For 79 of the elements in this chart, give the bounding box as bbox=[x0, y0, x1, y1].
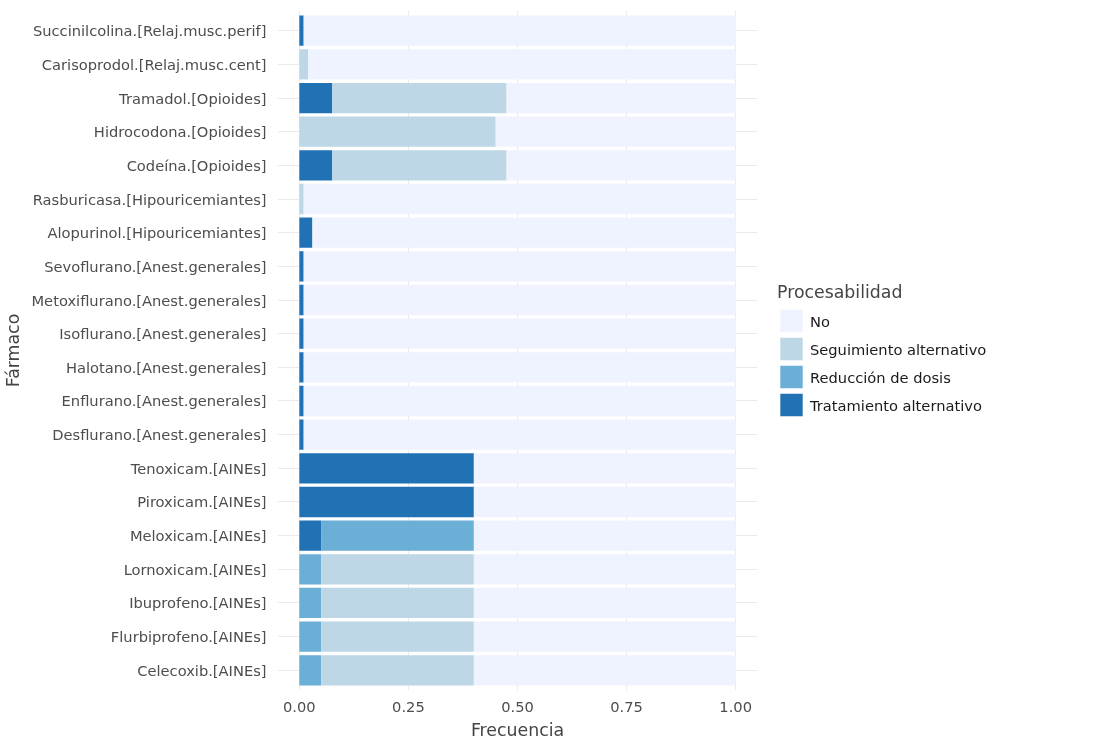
y-tick-label: Rasburicasa.[Hipouricemiantes] bbox=[32, 190, 267, 208]
bar bbox=[473, 621, 736, 652]
x-tick-label: 0.50 bbox=[501, 697, 534, 715]
y-tick-label: Succinilcolina.[Relaj.musc.perif] bbox=[32, 22, 267, 40]
bar bbox=[299, 655, 322, 686]
bar bbox=[299, 352, 304, 383]
bar bbox=[303, 352, 736, 383]
y-axis-title: Fármaco bbox=[3, 313, 24, 388]
bar bbox=[299, 251, 304, 282]
y-tick-label: Meloxicam.[AINEs] bbox=[129, 527, 267, 545]
bar bbox=[303, 385, 736, 417]
bar bbox=[495, 116, 736, 147]
bar bbox=[308, 49, 736, 80]
y-tick-label: Celecoxib.[AINEs] bbox=[137, 661, 267, 679]
legend-title: Procesabilidad bbox=[777, 281, 904, 302]
y-tick-label: Sevoflurano.[Anest.generales] bbox=[44, 257, 267, 275]
bar bbox=[332, 82, 507, 114]
bar bbox=[321, 621, 474, 652]
bar bbox=[312, 217, 736, 248]
bar bbox=[321, 520, 474, 551]
y-tick-label: Ibuprofeno.[AINEs] bbox=[129, 594, 267, 612]
bar bbox=[303, 318, 736, 349]
x-tick-label: 0.75 bbox=[610, 697, 643, 715]
x-tick-label: 0.25 bbox=[392, 697, 425, 715]
legend-label: Reducción de dosis bbox=[810, 368, 951, 385]
bar bbox=[321, 554, 474, 585]
bar bbox=[299, 587, 322, 619]
bar bbox=[299, 486, 474, 518]
bar bbox=[303, 251, 736, 282]
bar bbox=[506, 150, 736, 181]
y-tick-label: Flurbiprofeno.[AINEs] bbox=[110, 628, 267, 646]
bar bbox=[321, 587, 474, 619]
bar bbox=[299, 284, 304, 316]
bar bbox=[332, 150, 507, 181]
bar bbox=[299, 116, 496, 147]
y-tick-label: Piroxicam.[AINEs] bbox=[137, 493, 267, 511]
bar bbox=[299, 554, 322, 585]
y-tick-label: Tenoxicam.[AINEs] bbox=[129, 459, 267, 477]
bar bbox=[299, 183, 304, 215]
bar bbox=[303, 183, 736, 215]
bar bbox=[299, 385, 304, 417]
bar bbox=[299, 15, 304, 46]
y-tick-label: Desflurano.[Anest.generales] bbox=[52, 426, 267, 444]
y-tick-label: Hidrocodona.[Opioides] bbox=[93, 123, 267, 141]
bar bbox=[473, 655, 736, 686]
bar bbox=[299, 150, 333, 181]
bar bbox=[473, 520, 736, 551]
x-axis-title: Frecuencia bbox=[470, 719, 565, 740]
y-tick-label: Isoflurano.[Anest.generales] bbox=[59, 325, 267, 343]
bar bbox=[473, 587, 736, 619]
bar bbox=[303, 419, 736, 450]
bar bbox=[321, 655, 474, 686]
y-tick-label: Alopurinol.[Hipouricemiantes] bbox=[47, 224, 267, 242]
legend-label: No bbox=[810, 312, 830, 329]
y-tick-label: Tramadol.[Opioides] bbox=[118, 89, 267, 107]
bar bbox=[299, 49, 309, 80]
bar bbox=[299, 82, 333, 114]
y-tick-label: Carisoprodol.[Relaj.musc.cent] bbox=[41, 55, 267, 73]
bar bbox=[299, 453, 474, 484]
bar bbox=[299, 318, 304, 349]
bar bbox=[473, 554, 736, 585]
y-tick-label: Enflurano.[Anest.generales] bbox=[61, 392, 267, 410]
bar bbox=[299, 520, 322, 551]
x-tick-label: 1.00 bbox=[719, 697, 753, 715]
bar bbox=[299, 621, 322, 652]
x-tick-label: 0.00 bbox=[283, 697, 316, 715]
bar bbox=[473, 486, 736, 518]
legend-label: Tratamiento alternativo bbox=[810, 396, 982, 413]
y-tick-label: Codeína.[Opioides] bbox=[126, 156, 267, 174]
bar bbox=[299, 419, 304, 450]
bar bbox=[299, 217, 313, 248]
bar bbox=[303, 284, 736, 316]
bar bbox=[473, 453, 736, 484]
y-tick-label: Halotano.[Anest.generales] bbox=[65, 358, 267, 376]
legend-label: Seguimiento alternativo bbox=[810, 340, 987, 357]
y-tick-label: Metoxiflurano.[Anest.generales] bbox=[31, 291, 267, 309]
bar bbox=[303, 15, 736, 46]
y-tick-label: Lornoxicam.[AINEs] bbox=[123, 560, 267, 578]
bar bbox=[506, 82, 736, 114]
